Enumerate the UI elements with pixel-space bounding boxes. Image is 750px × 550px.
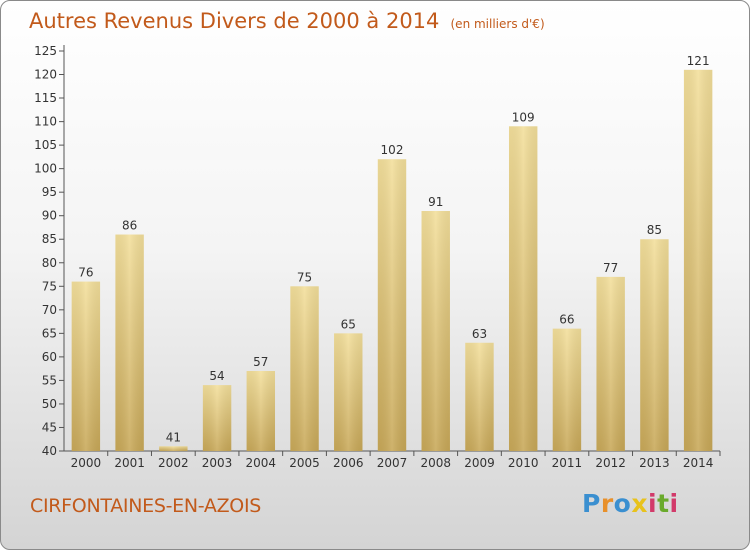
- x-tick-label: 2014: [683, 456, 714, 470]
- bar-shade: [421, 211, 450, 451]
- bar-value-label: 63: [472, 327, 487, 341]
- bar-shade: [640, 239, 669, 451]
- y-tick-label: 55: [42, 373, 57, 387]
- y-tick-label: 115: [34, 91, 57, 105]
- y-tick-label: 125: [34, 44, 57, 58]
- x-tick-label: 2000: [71, 456, 102, 470]
- logo-letter: i: [648, 489, 658, 518]
- bar-value-label: 121: [687, 54, 710, 68]
- bar-value-label: 75: [297, 270, 312, 284]
- x-tick-label: 2004: [246, 456, 277, 470]
- x-tick-label: 2006: [333, 456, 364, 470]
- x-tick-label: 2010: [508, 456, 539, 470]
- bar-shade: [683, 69, 713, 451]
- logo-letter: x: [631, 489, 648, 518]
- bar-shade: [246, 371, 276, 451]
- bar-shade: [334, 333, 363, 451]
- logo-letter: o: [613, 489, 632, 518]
- bar-shade: [290, 286, 319, 451]
- y-tick-label: 60: [42, 350, 57, 364]
- bar-value-label: 77: [603, 261, 618, 275]
- x-tick-label: 2003: [202, 456, 233, 470]
- bar-value-label: 66: [559, 313, 574, 327]
- chart-title: Autres Revenus Divers de 2000 à 2014 (en…: [29, 9, 545, 33]
- bar-value-label: 54: [209, 369, 224, 383]
- y-tick-label: 95: [42, 185, 57, 199]
- x-tick-label: 2009: [464, 456, 495, 470]
- bar-shade: [465, 342, 494, 451]
- y-tick-label: 105: [34, 138, 57, 152]
- bar-shade: [202, 385, 232, 451]
- y-tick-label: 90: [42, 209, 57, 223]
- y-tick-label: 65: [42, 326, 57, 340]
- bar-shade: [508, 126, 538, 451]
- bar-shade: [115, 234, 144, 451]
- bar-value-label: 109: [512, 110, 535, 124]
- x-tick-label: 2011: [552, 456, 583, 470]
- bar-shade: [159, 446, 188, 451]
- bar-value-label: 91: [428, 195, 443, 209]
- y-tick-label: 45: [42, 420, 57, 434]
- y-tick-label: 110: [34, 115, 57, 129]
- logo-letter: r: [600, 489, 614, 518]
- y-tick-label: 40: [42, 444, 57, 458]
- logo-letter: P: [582, 489, 601, 518]
- bar-shade: [377, 159, 407, 451]
- bar-value-label: 57: [253, 355, 268, 369]
- x-tick-label: 2002: [158, 456, 189, 470]
- bar-value-label: 86: [122, 219, 137, 233]
- commune-name: CIRFONTAINES-EN-AZOIS: [30, 495, 262, 517]
- bar-value-label: 85: [647, 223, 662, 237]
- logo-letter: t: [657, 489, 670, 518]
- bar-value-label: 65: [341, 317, 356, 331]
- chart-unit: (en milliers d'€): [450, 17, 545, 31]
- y-tick-label: 80: [42, 256, 57, 270]
- y-tick-label: 70: [42, 303, 57, 317]
- y-tick-label: 100: [34, 162, 57, 176]
- y-tick-label: 75: [42, 279, 57, 293]
- bar-shade: [596, 276, 625, 451]
- bar-shade: [552, 328, 582, 451]
- y-tick-label: 120: [34, 68, 57, 82]
- proxiti-logo: Proxiti: [582, 489, 679, 518]
- bar-value-label: 41: [166, 430, 181, 444]
- x-tick-label: 2012: [595, 456, 626, 470]
- bar-shade: [71, 281, 101, 451]
- bar-value-label: 102: [381, 143, 404, 157]
- x-tick-label: 2005: [289, 456, 320, 470]
- bar-value-label: 76: [78, 266, 93, 280]
- chart-title-text: Autres Revenus Divers de 2000 à 2014: [29, 9, 440, 33]
- x-tick-label: 2013: [639, 456, 670, 470]
- logo-letter: i: [669, 489, 679, 518]
- x-tick-label: 2007: [377, 456, 408, 470]
- x-tick-label: 2001: [114, 456, 145, 470]
- y-tick-label: 85: [42, 232, 57, 246]
- x-tick-label: 2008: [420, 456, 451, 470]
- y-tick-label: 50: [42, 397, 57, 411]
